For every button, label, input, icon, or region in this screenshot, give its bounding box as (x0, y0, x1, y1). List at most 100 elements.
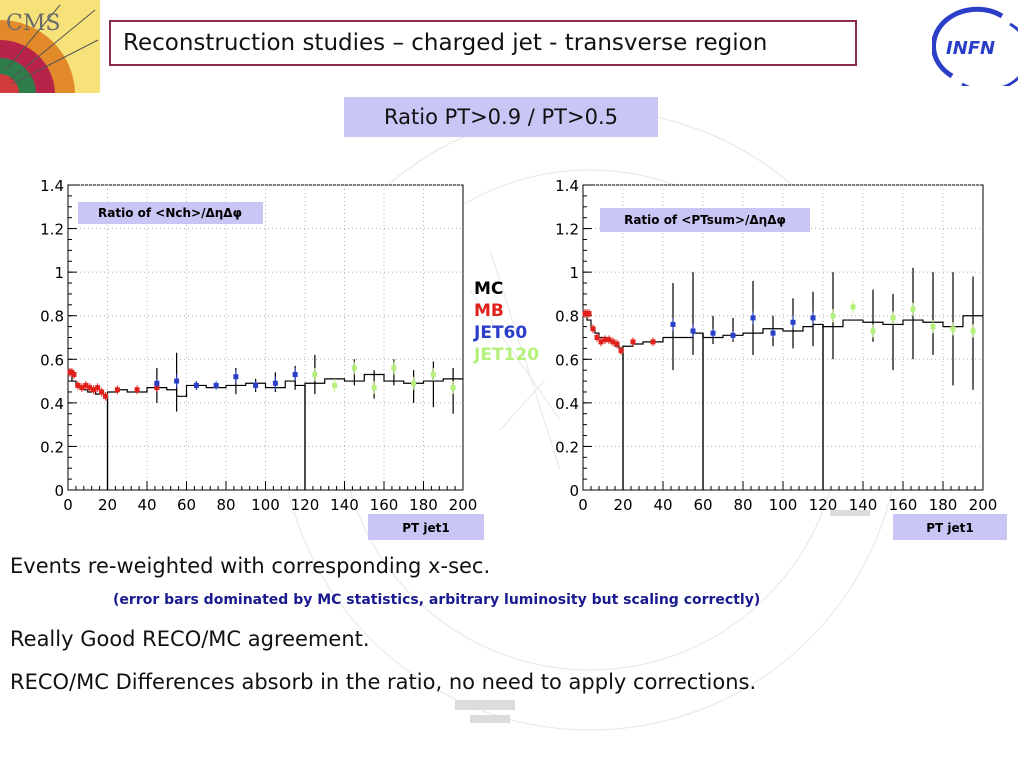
x-tick-label: 140 (330, 496, 359, 514)
data-point-jet60 (770, 330, 776, 336)
x-tick-label: 160 (889, 496, 918, 514)
data-point-mb (79, 385, 85, 391)
data-point-mb (598, 339, 604, 345)
data-point-jet60 (233, 374, 239, 380)
x-tick-label: 120 (809, 496, 838, 514)
data-point-mb (610, 339, 616, 345)
legend-item-mb: MB (474, 301, 504, 321)
y-tick-label: 1.4 (555, 177, 579, 195)
data-point-mb (594, 335, 600, 340)
y-tick-label: 1.2 (555, 221, 579, 239)
x-tick-label: 120 (291, 496, 320, 514)
data-point-jet60 (810, 315, 816, 321)
data-point-jet120 (430, 372, 436, 378)
data-point-jet120 (950, 326, 956, 332)
x-tick-label: 60 (693, 496, 712, 514)
data-point-mb (602, 337, 608, 343)
legend-item-mc: MC (474, 279, 504, 299)
data-point-mb (87, 385, 93, 391)
data-point-jet60 (292, 372, 298, 378)
x-tick-label: 200 (969, 496, 998, 514)
data-points (582, 300, 976, 355)
data-point-mb (630, 339, 636, 345)
data-point-mb (114, 387, 120, 393)
y-tick-label: 0 (54, 482, 64, 500)
data-point-jet60 (690, 328, 696, 334)
y-tick-label: 1.2 (40, 221, 64, 239)
data-point-mb (71, 372, 77, 378)
x-tick-label: 20 (98, 496, 117, 514)
data-point-jet120 (890, 315, 896, 321)
chart-ptsum: 0 0.2 0.4 0.6 0.8 1 1.2 1.4 0 20 40 60 80 100 120 140 16… (555, 177, 1007, 540)
data-point-mb (99, 389, 105, 395)
bullet-note: (error bars dominated by MC statistics, … (113, 592, 761, 608)
y-tick-label: 0.6 (40, 351, 64, 369)
slide-title-text: Reconstruction studies – charged jet - t… (123, 30, 768, 56)
chart-title-box (600, 208, 810, 232)
data-point-mb (618, 348, 624, 354)
mc-step-line (68, 373, 463, 397)
data-point-jet60 (213, 382, 219, 388)
y-tick-label: 1.4 (40, 177, 64, 195)
legend: MC MB JET60 JET120 (474, 278, 539, 366)
svg-text:CMS: CMS (6, 11, 60, 36)
legend-item-jet60: JET60 (474, 323, 528, 343)
data-point-jet60 (750, 315, 756, 321)
y-tick-label: 0.8 (555, 308, 579, 326)
data-point-jet120 (850, 304, 856, 310)
y-tick-label: 1 (569, 264, 579, 282)
data-point-jet120 (351, 365, 357, 371)
cms-logo: CMS (0, 0, 100, 93)
data-point-jet120 (830, 313, 836, 319)
x-tick-label: 100 (251, 496, 280, 514)
data-point-mb (586, 311, 592, 317)
data-point-jet60 (272, 380, 278, 386)
y-tick-label: 0.6 (555, 351, 579, 369)
data-point-jet120 (450, 385, 456, 391)
x-tick-label: 160 (370, 496, 399, 514)
x-tick-label: 40 (653, 496, 672, 514)
data-point-jet120 (332, 382, 338, 388)
bullet-line-1: Events re-weighted with corresponding x-… (10, 554, 491, 578)
data-point-jet120 (970, 328, 976, 334)
data-point-mb (91, 387, 97, 393)
y-tick-label: 0.8 (40, 308, 64, 326)
legend-item-jet120: JET120 (474, 345, 540, 365)
data-point-jet60 (670, 321, 676, 327)
x-tick-label: 140 (849, 496, 878, 514)
chart-title: Ratio of <PTsum>/ΔηΔφ (624, 213, 786, 227)
x-tick-label: 20 (613, 496, 632, 514)
data-point-jet120 (870, 328, 876, 334)
data-point-jet120 (411, 380, 417, 386)
data-points (67, 361, 456, 401)
svg-text:INFN: INFN (946, 38, 995, 59)
bullet-line-2: Really Good RECO/MC agreement. (10, 627, 370, 651)
chart-title-box (78, 202, 263, 224)
x-tick-label: 0 (578, 496, 588, 514)
data-point-jet60 (710, 330, 716, 336)
data-point-jet60 (154, 380, 160, 386)
data-point-mb (590, 326, 596, 332)
x-axis-label: PT jet1 (402, 521, 450, 535)
data-point-mb (614, 341, 620, 347)
x-axis-label-box (893, 514, 1007, 540)
y-tick-label: 0.2 (40, 438, 64, 456)
chart-nch: 0 0.2 0.4 0.6 0.8 1 1.2 1.4 0 20 40 60 80 100 120 140 16… (40, 177, 484, 540)
x-tick-label: 80 (733, 496, 752, 514)
slide-title: Reconstruction studies – charged jet - t… (109, 20, 857, 66)
data-point-mb (606, 337, 612, 343)
data-point-mb (75, 382, 81, 388)
x-tick-label: 60 (177, 496, 196, 514)
data-point-mb (650, 339, 656, 345)
data-point-jet60 (174, 378, 180, 384)
x-tick-label: 80 (216, 496, 235, 514)
data-point-jet120 (930, 324, 936, 330)
x-tick-label: 100 (769, 496, 798, 514)
data-point-mb (103, 393, 109, 399)
y-tick-label: 0 (569, 482, 579, 500)
y-tick-label: 0.2 (555, 438, 579, 456)
chart-axes: 0 0.2 0.4 0.6 0.8 1 1.2 1.4 0 20 40 60 80 100 120 140 16… (40, 177, 477, 514)
data-point-jet120 (910, 306, 916, 312)
slide-subtitle: Ratio PT>0.9 / PT>0.5 (344, 97, 658, 137)
data-point-mb (83, 382, 89, 388)
